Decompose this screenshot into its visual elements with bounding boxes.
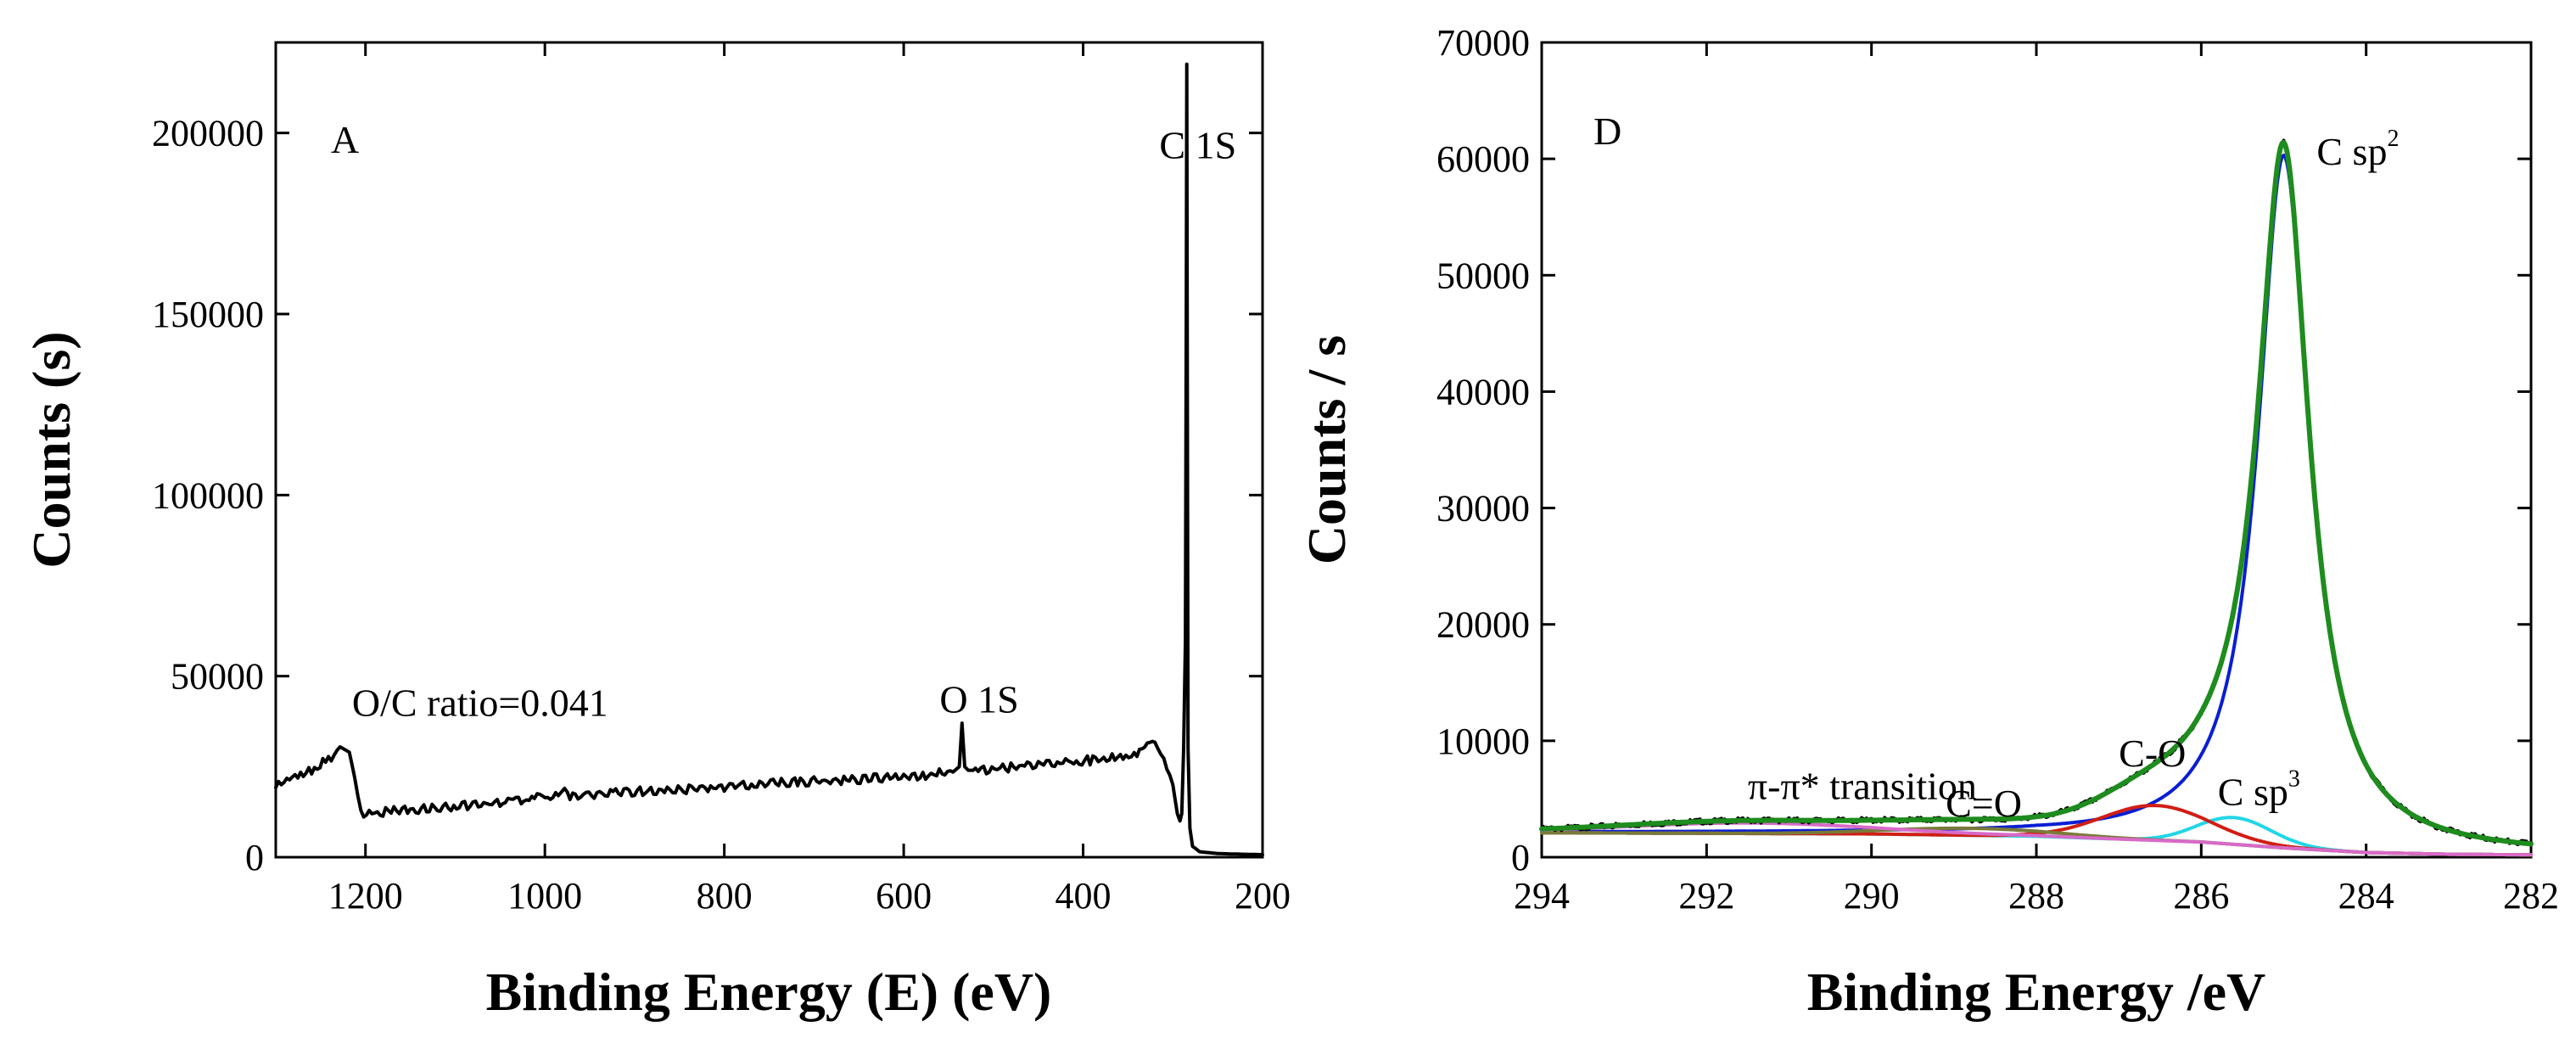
x-tick-label: 1000 [507, 875, 582, 917]
y-tick-label: 0 [1511, 837, 1530, 878]
panel-d: 294 292 290 288 286 284 282 0 10000 20000 30000 40… [1296, 22, 2559, 1022]
annotation-label: C sp2 [2316, 126, 2399, 173]
y-tick-label: 150000 [152, 294, 264, 335]
annotation-label: C sp3 [2218, 766, 2300, 813]
y-tick-label: 50000 [1436, 255, 1530, 296]
panel-d-x-axis-title: Binding Energy /eV [1807, 962, 2266, 1022]
panel-a-frame [274, 41, 1264, 859]
panel-a-x-tick-labels: 1200 1000 800 600 400 200 [328, 875, 1291, 917]
measured-spectrum-line [1540, 138, 2533, 847]
x-tick-label: 290 [1844, 875, 1900, 917]
panel-a-annotations: C 1S O 1S O/C ratio=0.041 [352, 124, 1236, 725]
panel-d-ticks [1540, 41, 2533, 859]
panel-a-label: A [331, 118, 359, 161]
annotation-label: C-O [2119, 732, 2186, 775]
x-tick-label: 284 [2338, 875, 2394, 917]
x-tick-label: 400 [1056, 875, 1112, 917]
x-tick-label: 286 [2173, 875, 2229, 917]
panel-a-series [274, 62, 1264, 856]
y-tick-label: 10000 [1436, 721, 1530, 762]
x-tick-label: 288 [2008, 875, 2064, 917]
y-tick-label: 60000 [1436, 138, 1530, 180]
panel-a: 1200 1000 800 600 400 200 0 50000 100000 150000 2… [21, 41, 1291, 1022]
panel-a-ticks [276, 42, 1264, 859]
annotation-label: π-π* transition [1748, 764, 1977, 807]
panel-a-y-tick-labels: 0 50000 100000 150000 200000 [152, 113, 264, 878]
y-tick-label: 20000 [1436, 604, 1530, 646]
y-tick-label: 100000 [152, 474, 264, 516]
x-tick-label: 292 [1678, 875, 1734, 917]
annotation-label: O 1S [939, 677, 1018, 721]
annotation-text: C-O [2119, 732, 2186, 775]
panel-d-label: D [1593, 109, 1621, 153]
annotation-text: O 1S [939, 677, 1018, 721]
x-tick-label: 294 [1514, 875, 1570, 917]
annotation-text: C sp [2316, 130, 2387, 173]
annotation-text: C 1S [1159, 124, 1236, 167]
annotation-superscript: 2 [2387, 126, 2399, 152]
panel-d-y-tick-labels: 0 10000 20000 30000 40000 50000 60000 70000 [1436, 22, 1530, 878]
fit-envelope-line [1539, 139, 2534, 847]
annotation-superscript: 3 [2288, 766, 2300, 792]
annotation-label: O/C ratio=0.041 [352, 682, 608, 725]
x-tick-label: 800 [697, 875, 753, 917]
survey-spectrum-line [274, 62, 1264, 856]
annotation-text: C sp [2218, 770, 2288, 813]
panel-a-y-axis-title: Counts (s) [21, 331, 81, 568]
annotation-text: π-π* transition [1748, 764, 1977, 807]
y-tick-label: 30000 [1436, 488, 1530, 530]
x-tick-label: 1200 [328, 875, 403, 917]
component-line [1540, 154, 2533, 846]
y-tick-label: 70000 [1436, 22, 1530, 64]
y-tick-label: 50000 [171, 656, 264, 698]
panel-a-x-axis-title: Binding Energy (E) (eV) [486, 962, 1052, 1022]
y-tick-label: 40000 [1436, 371, 1530, 412]
panel-d-x-tick-labels: 294 292 290 288 286 284 282 [1514, 875, 2559, 917]
annotation-text: O/C ratio=0.041 [352, 682, 608, 725]
annotation-label: C=O [1946, 782, 2022, 825]
y-tick-label: 200000 [152, 113, 264, 154]
y-tick-label: 0 [245, 837, 264, 878]
annotation-text: C=O [1946, 782, 2022, 825]
panel-d-y-axis-title: Counts / s [1296, 335, 1357, 564]
x-tick-label: 200 [1235, 875, 1291, 917]
panel-d-series [1539, 138, 2534, 857]
x-tick-label: 282 [2503, 875, 2559, 917]
x-tick-label: 600 [876, 875, 932, 917]
annotation-label: C 1S [1159, 124, 1236, 167]
